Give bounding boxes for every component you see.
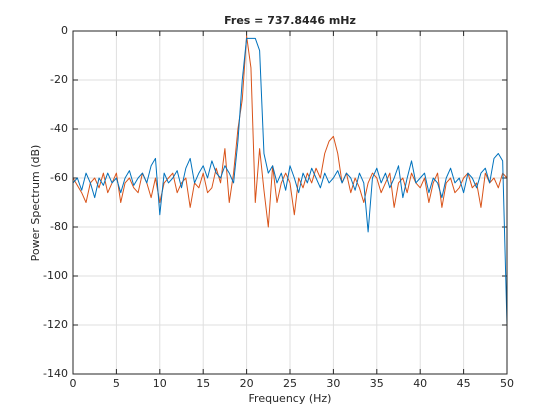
y-tick-label: -120	[43, 318, 68, 331]
y-tick-label: -60	[50, 171, 68, 184]
x-tick-label: 25	[283, 377, 297, 390]
x-tick-label: 40	[413, 377, 427, 390]
x-tick-label: 20	[240, 377, 254, 390]
axes-box	[72, 30, 508, 375]
y-tick-label: -100	[43, 269, 68, 282]
x-tick-label: 50	[500, 377, 514, 390]
x-tick-label: 45	[457, 377, 471, 390]
x-tick-label: 0	[70, 377, 77, 390]
x-tick-label: 10	[153, 377, 167, 390]
y-tick-label: -80	[50, 220, 68, 233]
x-axis-label: Frequency (Hz)	[249, 392, 332, 405]
chart-title: Fres = 737.8446 mHz	[224, 14, 356, 27]
x-tick-label: 35	[370, 377, 384, 390]
x-tick-label: 15	[196, 377, 210, 390]
x-tick-label: 5	[113, 377, 120, 390]
x-tick-label: 30	[326, 377, 340, 390]
y-tick-label: -20	[50, 73, 68, 86]
y-tick-label: -40	[50, 122, 68, 135]
y-axis-label: Power Spectrum (dB)	[29, 145, 42, 262]
y-tick-label: 0	[61, 24, 68, 37]
y-tick-label: -140	[43, 367, 68, 380]
series-line	[72, 37, 508, 326]
